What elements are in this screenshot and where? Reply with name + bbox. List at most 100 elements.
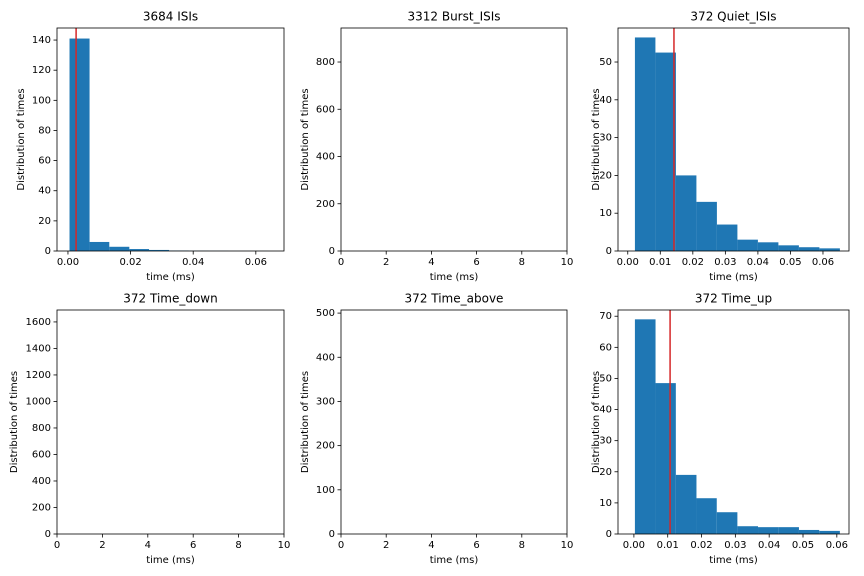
x-tick-label: 0.04 xyxy=(747,257,769,268)
x-tick-label: 0 xyxy=(338,257,344,268)
y-tick-label: 0 xyxy=(606,529,612,540)
histogram-bar xyxy=(655,383,676,534)
histogram-bar xyxy=(655,52,676,251)
subplot-title: 3684 ISIs xyxy=(143,10,198,24)
y-tick-label: 400 xyxy=(32,476,51,487)
y-tick-label: 0 xyxy=(329,529,335,540)
y-tick-label: 20 xyxy=(599,170,612,181)
y-axis-label: Distribution of times xyxy=(300,371,311,473)
y-axis-label: Distribution of times xyxy=(9,371,20,473)
histogram-bar xyxy=(675,474,697,534)
y-tick-label: 100 xyxy=(316,485,335,496)
y-tick-label: 400 xyxy=(316,352,335,363)
y-tick-label: 1000 xyxy=(26,396,51,407)
y-tick-label: 50 xyxy=(599,373,612,384)
x-tick-label: 6 xyxy=(190,540,196,551)
x-tick-label: 0.00 xyxy=(57,257,79,268)
x-tick-label: 0.04 xyxy=(758,540,780,551)
x-tick-label: 2 xyxy=(383,540,389,551)
histogram-bar xyxy=(634,319,656,534)
y-tick-label: 200 xyxy=(32,502,51,513)
x-axis-label: time (ms) xyxy=(709,272,758,283)
x-axis-label: time (ms) xyxy=(146,272,195,283)
x-axis-label: time (ms) xyxy=(146,555,195,566)
histogram-bar xyxy=(634,37,656,251)
histogram-bar xyxy=(778,527,799,534)
y-tick-label: 100 xyxy=(32,95,51,106)
y-tick-label: 200 xyxy=(316,199,335,210)
x-tick-label: 10 xyxy=(561,540,574,551)
y-tick-label: 30 xyxy=(599,436,612,447)
y-tick-label: 20 xyxy=(38,216,51,227)
histogram-bar xyxy=(89,241,110,251)
y-tick-label: 0 xyxy=(45,246,51,257)
axes-frame xyxy=(617,27,850,252)
y-tick-label: 50 xyxy=(599,57,612,68)
y-tick-label: 10 xyxy=(599,208,612,219)
histogram-bar xyxy=(737,526,759,534)
histogram-bar xyxy=(69,38,90,251)
x-tick-label: 4 xyxy=(428,540,434,551)
y-tick-label: 800 xyxy=(316,57,335,68)
y-tick-label: 800 xyxy=(32,423,51,434)
y-axis-label: Distribution of times xyxy=(591,371,602,473)
x-tick-label: 0.06 xyxy=(245,257,267,268)
x-tick-label: 0.05 xyxy=(779,257,801,268)
subplot-title: 3312 Burst_ISIs xyxy=(407,10,500,24)
x-tick-label: 8 xyxy=(519,540,525,551)
histogram-bar xyxy=(716,224,738,251)
y-tick-label: 1600 xyxy=(26,317,51,328)
histogram-bar xyxy=(778,245,799,251)
x-tick-label: 4 xyxy=(145,540,151,551)
x-axis-label: time (ms) xyxy=(430,272,479,283)
x-tick-label: 0.06 xyxy=(826,540,848,551)
x-tick-label: 10 xyxy=(561,257,574,268)
y-tick-label: 600 xyxy=(32,449,51,460)
x-tick-label: 0.04 xyxy=(182,257,204,268)
x-tick-label: 10 xyxy=(278,540,291,551)
axes-frame xyxy=(56,27,285,252)
x-tick-label: 0.01 xyxy=(657,540,679,551)
histogram-bar xyxy=(798,247,820,251)
y-tick-label: 600 xyxy=(316,104,335,115)
histogram-bar xyxy=(129,249,150,251)
axes-frame xyxy=(340,27,568,252)
histogram-bar xyxy=(149,249,170,251)
x-tick-label: 0.02 xyxy=(119,257,141,268)
histogram-bar xyxy=(737,239,758,251)
y-tick-label: 40 xyxy=(599,405,612,416)
y-tick-label: 30 xyxy=(599,133,612,144)
x-tick-label: 0.00 xyxy=(617,257,639,268)
y-tick-label: 70 xyxy=(599,311,612,322)
y-tick-label: 0 xyxy=(329,246,335,257)
y-tick-label: 40 xyxy=(38,186,51,197)
y-tick-label: 120 xyxy=(32,65,51,76)
y-axis-label: Distribution of times xyxy=(16,88,27,190)
y-tick-label: 300 xyxy=(316,396,335,407)
subplot-title: 372 Time_up xyxy=(695,292,772,306)
histogram-bar xyxy=(696,201,717,251)
y-tick-label: 40 xyxy=(599,95,612,106)
y-tick-label: 10 xyxy=(599,498,612,509)
y-tick-label: 1400 xyxy=(26,343,51,354)
x-axis-label: time (ms) xyxy=(430,555,479,566)
x-tick-label: 4 xyxy=(428,257,434,268)
y-tick-label: 0 xyxy=(45,529,51,540)
x-tick-label: 2 xyxy=(99,540,105,551)
x-tick-label: 0.03 xyxy=(724,540,746,551)
x-tick-label: 0.02 xyxy=(690,540,712,551)
x-axis-label: time (ms) xyxy=(709,555,758,566)
histogram-bar xyxy=(798,529,820,534)
y-tick-label: 80 xyxy=(38,125,51,136)
y-tick-label: 0 xyxy=(606,246,612,257)
x-tick-label: 2 xyxy=(383,257,389,268)
x-tick-label: 0 xyxy=(338,540,344,551)
x-tick-label: 0.02 xyxy=(682,257,704,268)
x-tick-label: 6 xyxy=(473,257,479,268)
y-tick-label: 20 xyxy=(599,467,612,478)
histogram-bar xyxy=(109,246,130,251)
y-tick-label: 60 xyxy=(599,342,612,353)
subplot-title: 372 Time_down xyxy=(123,292,217,306)
x-tick-label: 0.05 xyxy=(792,540,814,551)
y-axis-label: Distribution of times xyxy=(591,88,602,190)
